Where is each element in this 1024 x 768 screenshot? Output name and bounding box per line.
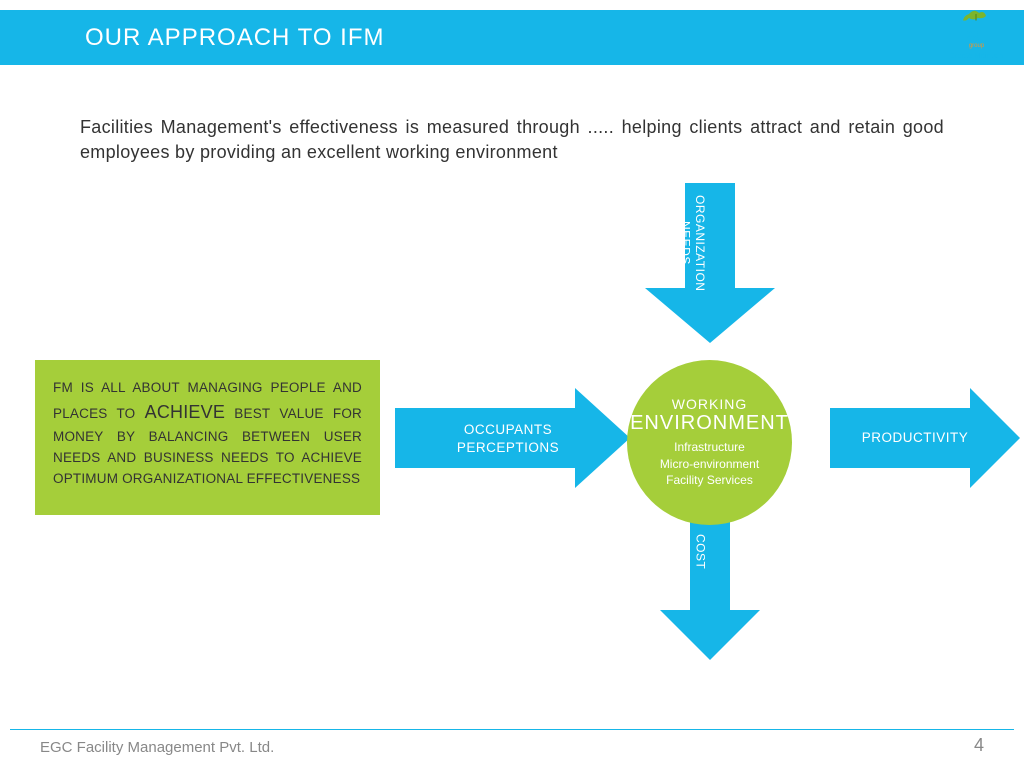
circle-line1: WORKING bbox=[672, 396, 747, 412]
arrow-right-label: PRODUCTIVITY bbox=[855, 429, 975, 447]
arrow-bottom-icon bbox=[660, 515, 760, 660]
circle-line2: ENVIRONMENT bbox=[630, 412, 789, 435]
company-logo: egc group Create Maintain Protect bbox=[939, 0, 1014, 75]
fm-description-box: FM IS ALL ABOUT MANAGING PEOPLE AND PLAC… bbox=[35, 360, 380, 515]
center-circle: WORKING ENVIRONMENT InfrastructureMicro-… bbox=[627, 360, 792, 525]
footer-company: EGC Facility Management Pvt. Ltd. bbox=[40, 739, 274, 756]
arrow-top-icon bbox=[645, 183, 775, 343]
box-emphasis: ACHIEVE bbox=[145, 402, 225, 422]
logo-tagline: Create Maintain Protect bbox=[939, 53, 1014, 67]
svg-text:egc: egc bbox=[965, 26, 987, 41]
logo-shield-icon: egc group bbox=[949, 8, 1004, 56]
page-title: OUR APPROACH TO IFM bbox=[85, 24, 385, 52]
circle-line3: InfrastructureMicro-environmentFacility … bbox=[660, 439, 759, 489]
intro-text: Facilities Management's effectiveness is… bbox=[80, 115, 944, 165]
footer-divider bbox=[10, 729, 1014, 730]
arrow-top-label: ORGANIZATIONNEEDS bbox=[678, 195, 707, 291]
arrow-left-label: OCCUPANTS PERCEPTIONS bbox=[448, 421, 568, 456]
page-number: 4 bbox=[974, 735, 984, 756]
arrow-bottom-label: COST bbox=[693, 534, 707, 569]
header-bar: OUR APPROACH TO IFM bbox=[0, 10, 1024, 65]
svg-text:group: group bbox=[969, 43, 985, 49]
